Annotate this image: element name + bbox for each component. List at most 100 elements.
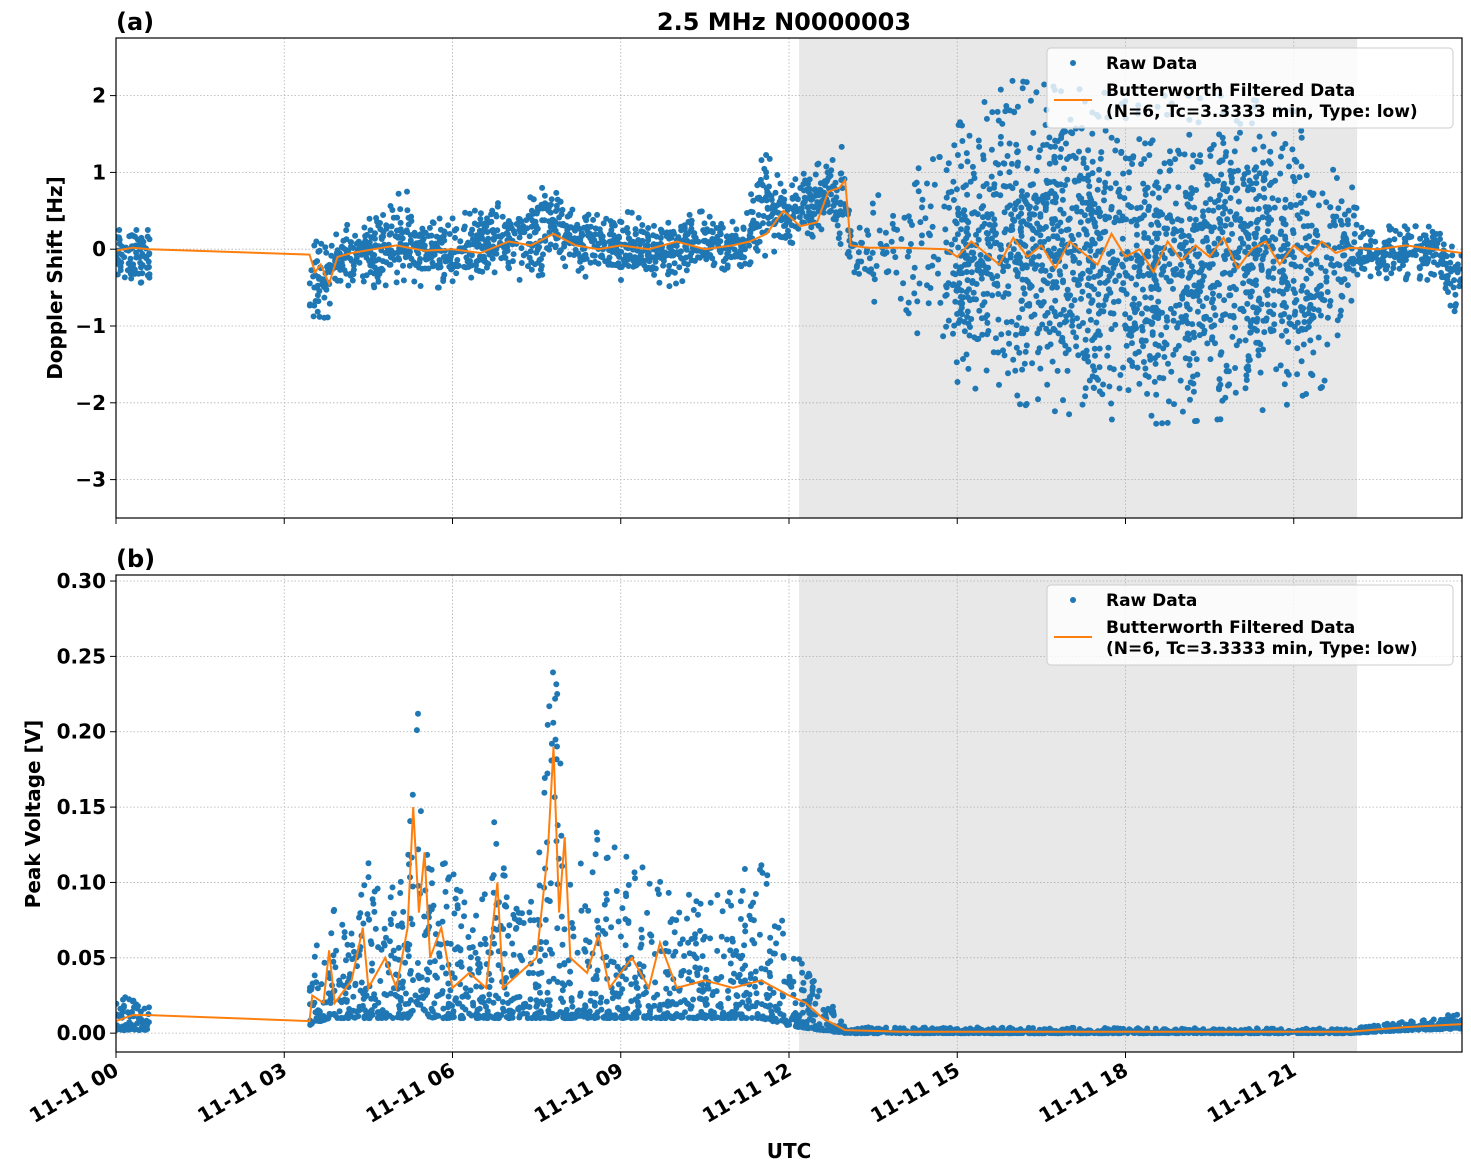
- raw-point: [674, 249, 681, 256]
- raw-point: [566, 251, 573, 258]
- raw-point: [836, 230, 843, 237]
- raw-point: [890, 248, 897, 255]
- raw-point: [373, 215, 380, 221]
- raw-point: [454, 263, 461, 270]
- raw-point: [1014, 162, 1021, 169]
- raw-point: [377, 220, 383, 226]
- raw-point: [951, 142, 958, 149]
- raw-point: [693, 940, 699, 947]
- raw-point: [1080, 320, 1086, 326]
- raw-point: [693, 1015, 700, 1022]
- raw-point: [1223, 188, 1230, 195]
- raw-point: [352, 1014, 359, 1021]
- raw-point: [1286, 320, 1293, 327]
- raw-point: [1310, 349, 1317, 356]
- raw-point: [491, 940, 498, 947]
- raw-point: [702, 974, 709, 981]
- raw-point: [663, 233, 670, 240]
- raw-point: [1007, 251, 1014, 258]
- raw-point: [1178, 233, 1185, 240]
- raw-point: [569, 1003, 576, 1010]
- raw-point: [1155, 307, 1161, 314]
- raw-point: [1136, 136, 1143, 143]
- raw-point: [394, 993, 401, 1000]
- raw-point: [1151, 275, 1158, 282]
- raw-point: [1210, 296, 1216, 303]
- raw-point: [1068, 302, 1075, 309]
- raw-point: [814, 161, 821, 168]
- raw-point: [1261, 329, 1268, 336]
- raw-point: [969, 210, 976, 217]
- raw-point: [415, 846, 422, 853]
- raw-point: [1200, 238, 1207, 245]
- raw-point: [1285, 371, 1292, 378]
- raw-point: [1172, 200, 1179, 207]
- raw-point: [1291, 311, 1298, 318]
- raw-point: [139, 1019, 146, 1026]
- raw-point: [518, 245, 525, 252]
- raw-point: [937, 299, 944, 306]
- raw-point: [466, 210, 473, 217]
- raw-point: [557, 198, 564, 205]
- raw-point: [1315, 202, 1322, 209]
- raw-point: [516, 993, 523, 1000]
- raw-point: [1091, 201, 1098, 207]
- raw-point: [1172, 156, 1179, 163]
- raw-point: [856, 224, 863, 231]
- raw-point: [1141, 230, 1148, 237]
- raw-point: [855, 249, 862, 256]
- raw-point: [310, 313, 317, 320]
- raw-point: [1102, 228, 1109, 235]
- raw-point: [322, 1016, 329, 1023]
- raw-point: [407, 915, 414, 922]
- raw-point: [1096, 364, 1103, 371]
- raw-point: [1412, 252, 1419, 259]
- raw-point: [436, 950, 443, 957]
- raw-point: [1014, 103, 1021, 110]
- raw-point: [534, 916, 541, 923]
- raw-point: [914, 298, 921, 305]
- raw-point: [1148, 284, 1155, 290]
- x-tick-label: 11-11 09: [530, 1058, 628, 1128]
- raw-point: [561, 243, 568, 250]
- raw-point: [528, 1015, 535, 1022]
- raw-point: [1004, 153, 1011, 159]
- raw-point: [838, 143, 845, 150]
- raw-point: [490, 872, 497, 879]
- raw-point: [1049, 220, 1056, 227]
- raw-point: [752, 968, 759, 975]
- raw-point: [614, 238, 621, 245]
- raw-point: [611, 844, 618, 851]
- raw-point: [735, 236, 742, 243]
- raw-point: [435, 920, 442, 927]
- raw-point: [1227, 159, 1234, 166]
- raw-point: [585, 232, 592, 239]
- raw-point: [635, 214, 642, 221]
- raw-point: [536, 257, 543, 263]
- raw-point: [741, 254, 747, 261]
- raw-point: [615, 918, 622, 925]
- raw-point: [1224, 216, 1231, 223]
- raw-point: [1265, 269, 1272, 276]
- raw-point: [479, 896, 486, 903]
- raw-point: [1141, 234, 1148, 241]
- raw-point: [1307, 337, 1314, 344]
- raw-point: [534, 246, 541, 253]
- raw-point: [725, 987, 731, 994]
- raw-point: [1449, 252, 1456, 259]
- raw-point: [1137, 204, 1144, 211]
- raw-point: [1241, 265, 1248, 272]
- raw-point: [1186, 336, 1193, 343]
- raw-point: [750, 197, 757, 204]
- raw-point: [521, 229, 528, 236]
- raw-point: [773, 940, 780, 947]
- raw-point: [1037, 147, 1043, 154]
- raw-point: [321, 294, 328, 301]
- raw-point: [1195, 269, 1202, 276]
- raw-point: [727, 947, 734, 954]
- raw-point: [970, 249, 977, 256]
- raw-point: [459, 1014, 466, 1021]
- raw-point: [945, 160, 952, 167]
- raw-point: [1129, 325, 1136, 332]
- raw-point: [587, 997, 594, 1004]
